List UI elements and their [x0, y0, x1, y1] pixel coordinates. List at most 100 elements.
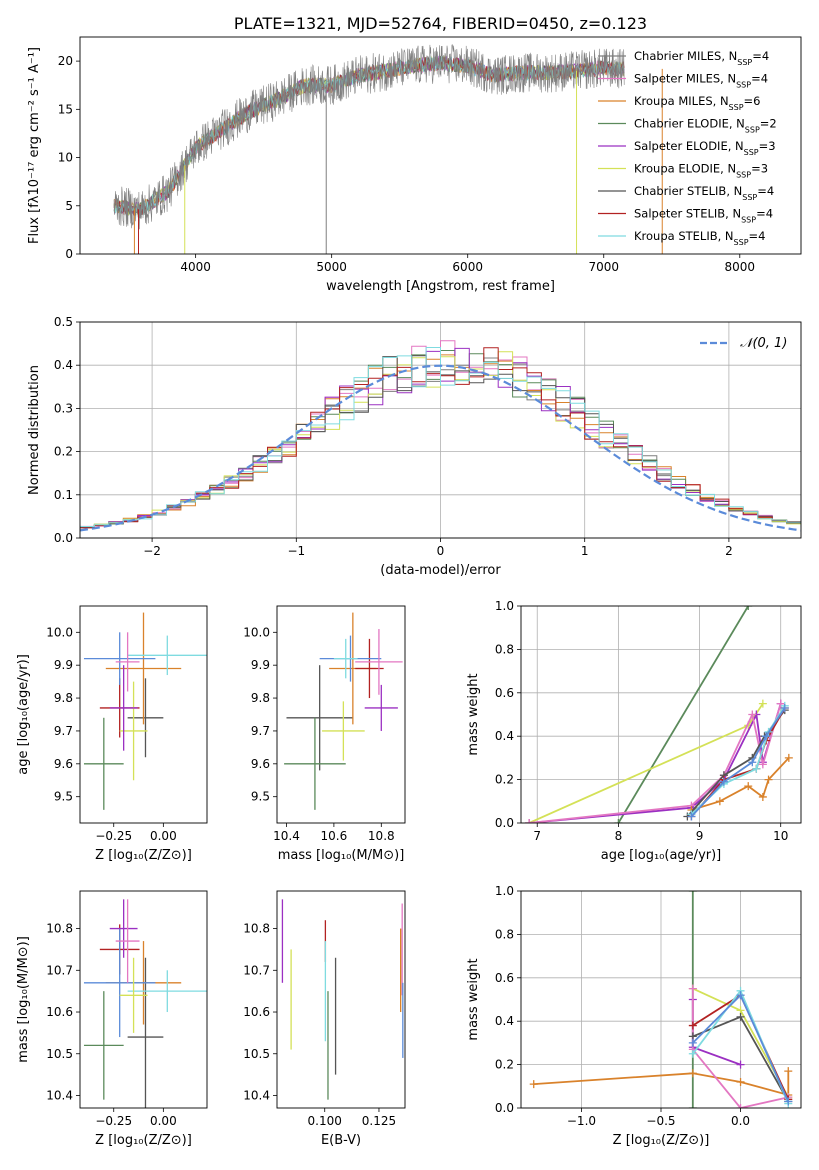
panel-7: 0.100 0.125 10.4 10.5 10.6 10.7 10.8 E(B-V) — [243, 890, 406, 1148]
y-tick-label: 9.5 — [251, 790, 270, 804]
x-axis-label: age [log₁₀(age/yr)] — [601, 848, 722, 863]
y-tick-label: 10.7 — [243, 963, 270, 977]
y-tick-label: 10.5 — [243, 1047, 270, 1061]
x-tick-label: 0.100 — [308, 1114, 342, 1128]
data-point-marker — [744, 606, 753, 610]
x-tick-label: 8 — [615, 829, 623, 843]
x-axis-label: wavelength [Angstrom, rest frame] — [326, 279, 555, 294]
panel-2: −2 −1 0 1 2 0.0 0.1 0.2 0.3 0.4 0.5 (data-model)/er… — [27, 315, 802, 578]
y-tick-label: 5 — [65, 199, 73, 213]
x-tick-label: 5000 — [316, 260, 347, 274]
y-tick-label: 0.4 — [495, 1014, 514, 1028]
y-tick-label: 10 — [58, 151, 73, 165]
x-tick-label: 0.00 — [150, 829, 177, 843]
y-tick-label: 0.0 — [495, 1101, 514, 1115]
x-tick-label: 0 — [437, 544, 445, 558]
data-point-marker — [776, 699, 785, 708]
y-tick-label: 0.2 — [54, 445, 73, 459]
data-point-marker — [736, 1104, 745, 1108]
data-point-marker — [784, 753, 793, 762]
axes-frame — [276, 605, 406, 824]
y-axis-label: Flux [fλ10⁻¹⁷ erg cm⁻² s⁻¹ A⁻¹] — [27, 47, 42, 244]
y-tick-label: 0.8 — [495, 642, 514, 656]
y-tick-label: 9.8 — [251, 691, 270, 705]
x-tick-label: 6000 — [452, 260, 483, 274]
data-point-marker — [736, 1012, 745, 1021]
mass-weight-line — [691, 757, 790, 811]
mass-weight-line — [617, 606, 749, 823]
x-tick-label: 2 — [725, 544, 733, 558]
x-tick-label: 10.6 — [321, 829, 348, 843]
x-axis-label: Z [log₁₀(Z/Z⊙)] — [95, 848, 192, 863]
data-point-marker — [736, 1060, 745, 1069]
data-point-marker — [758, 699, 767, 708]
data-point-marker — [736, 991, 745, 1000]
data-point-marker — [688, 984, 697, 993]
y-tick-label: 10.0 — [46, 625, 73, 639]
legend-entry: 𝒩(0, 1) — [740, 336, 787, 351]
axes-frame — [276, 890, 406, 1109]
mass-weight-line — [690, 705, 786, 815]
x-axis-label: Z [log₁₀(Z/Z⊙)] — [613, 1133, 710, 1148]
legend: 𝒩(0, 1) — [700, 336, 787, 351]
data-point-marker — [688, 1038, 697, 1047]
x-tick-label: −0.25 — [95, 1114, 132, 1128]
data-point-marker — [758, 792, 767, 801]
panel-6: −0.25 0.00 10.4 10.5 10.6 10.7 10.8 Z [log₁₀(Z/… — [16, 890, 208, 1148]
chart-title: PLATE=1321, MJD=52764, FIBERID=0450, z=0… — [234, 14, 647, 33]
y-tick-label: 0.0 — [495, 816, 514, 830]
y-axis-label: mass weight — [466, 673, 481, 755]
y-tick-label: 10.8 — [243, 922, 270, 936]
y-tick-label: 9.5 — [54, 790, 73, 804]
data-point-marker — [736, 1077, 745, 1086]
x-tick-label: −0.5 — [646, 1114, 675, 1128]
panel-8: −1.0 −0.5 0.0 0.0 0.2 0.4 0.6 0.8 1.0 Z [log₁₀(Z/… — [466, 884, 802, 1148]
x-tick-label: 7000 — [588, 260, 619, 274]
x-tick-label: −0.25 — [95, 829, 132, 843]
y-tick-label: 10.0 — [243, 625, 270, 639]
y-tick-label: 9.9 — [54, 658, 73, 672]
x-tick-label: −1 — [287, 544, 305, 558]
data-point-marker — [688, 1104, 697, 1108]
y-tick-label: 9.6 — [251, 757, 270, 771]
plot-area — [80, 340, 801, 532]
data-point-marker — [525, 819, 534, 823]
data-point-marker — [687, 812, 696, 821]
x-tick-label: 1 — [581, 544, 589, 558]
mass-weight-line — [686, 709, 786, 818]
plot-area — [281, 899, 404, 1100]
axes-frame — [520, 605, 802, 824]
x-tick-label: 0.125 — [362, 1114, 396, 1128]
y-tick-label: 0.0 — [54, 531, 73, 545]
data-point-marker — [764, 775, 773, 784]
panel-3: −0.25 0.00 9.5 9.6 9.7 9.8 9.9 10.0 Z [log₁₀(Z/Z… — [16, 605, 208, 863]
plot-area — [83, 612, 207, 810]
legend-entry: Salpeter ELODIE, NSSP=3 — [634, 139, 776, 157]
data-point-marker — [752, 764, 761, 773]
y-tick-label: 10.4 — [46, 1088, 73, 1102]
panel-4: 10.4 10.6 10.8 9.5 9.6 9.7 9.8 9.9 10.0 mass [log… — [243, 605, 406, 863]
mass-weight-line — [528, 703, 764, 823]
x-tick-label: 8000 — [725, 260, 756, 274]
legend-entry: Chabrier MILES, NSSP=4 — [634, 49, 769, 67]
plot-area — [83, 899, 207, 1108]
data-point-marker — [688, 1069, 697, 1078]
legend-entry: Kroupa MILES, NSSP=6 — [634, 94, 760, 112]
x-tick-label: −1.0 — [567, 1114, 596, 1128]
x-tick-label: 10 — [773, 829, 788, 843]
x-axis-label: (data-model)/error — [380, 563, 501, 578]
y-tick-label: 10.4 — [243, 1088, 270, 1102]
plot-area — [113, 44, 663, 254]
x-axis-label: E(B-V) — [321, 1133, 361, 1148]
y-tick-label: 10.5 — [46, 1047, 73, 1061]
y-tick-label: 0.5 — [54, 315, 73, 329]
axes-frame — [79, 890, 208, 1109]
y-tick-label: 10.6 — [243, 1005, 270, 1019]
y-tick-label: 9.9 — [251, 658, 270, 672]
y-axis-label: age [log₁₀(age/yr)] — [16, 654, 31, 775]
data-point-marker — [614, 819, 623, 823]
y-tick-label: 0.4 — [495, 729, 514, 743]
y-tick-label: 0.1 — [54, 488, 73, 502]
y-tick-label: 0.8 — [495, 927, 514, 941]
